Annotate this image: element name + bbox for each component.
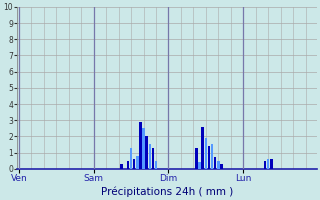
Bar	[127, 161, 129, 169]
Bar	[120, 164, 123, 169]
X-axis label: Précipitations 24h ( mm ): Précipitations 24h ( mm )	[101, 186, 233, 197]
Bar	[136, 156, 139, 169]
Bar	[202, 127, 204, 169]
Bar	[195, 148, 198, 169]
Bar	[264, 161, 266, 169]
Bar	[139, 122, 142, 169]
Bar	[142, 128, 145, 169]
Bar	[198, 162, 201, 169]
Bar	[211, 144, 213, 169]
Bar	[130, 148, 132, 169]
Bar	[155, 161, 157, 169]
Bar	[214, 157, 216, 169]
Bar	[270, 159, 273, 169]
Bar	[133, 159, 135, 169]
Bar	[152, 148, 154, 169]
Bar	[220, 164, 223, 169]
Bar	[204, 138, 207, 169]
Bar	[267, 159, 269, 169]
Bar	[148, 144, 151, 169]
Bar	[208, 146, 210, 169]
Bar	[145, 136, 148, 169]
Bar	[217, 161, 220, 169]
